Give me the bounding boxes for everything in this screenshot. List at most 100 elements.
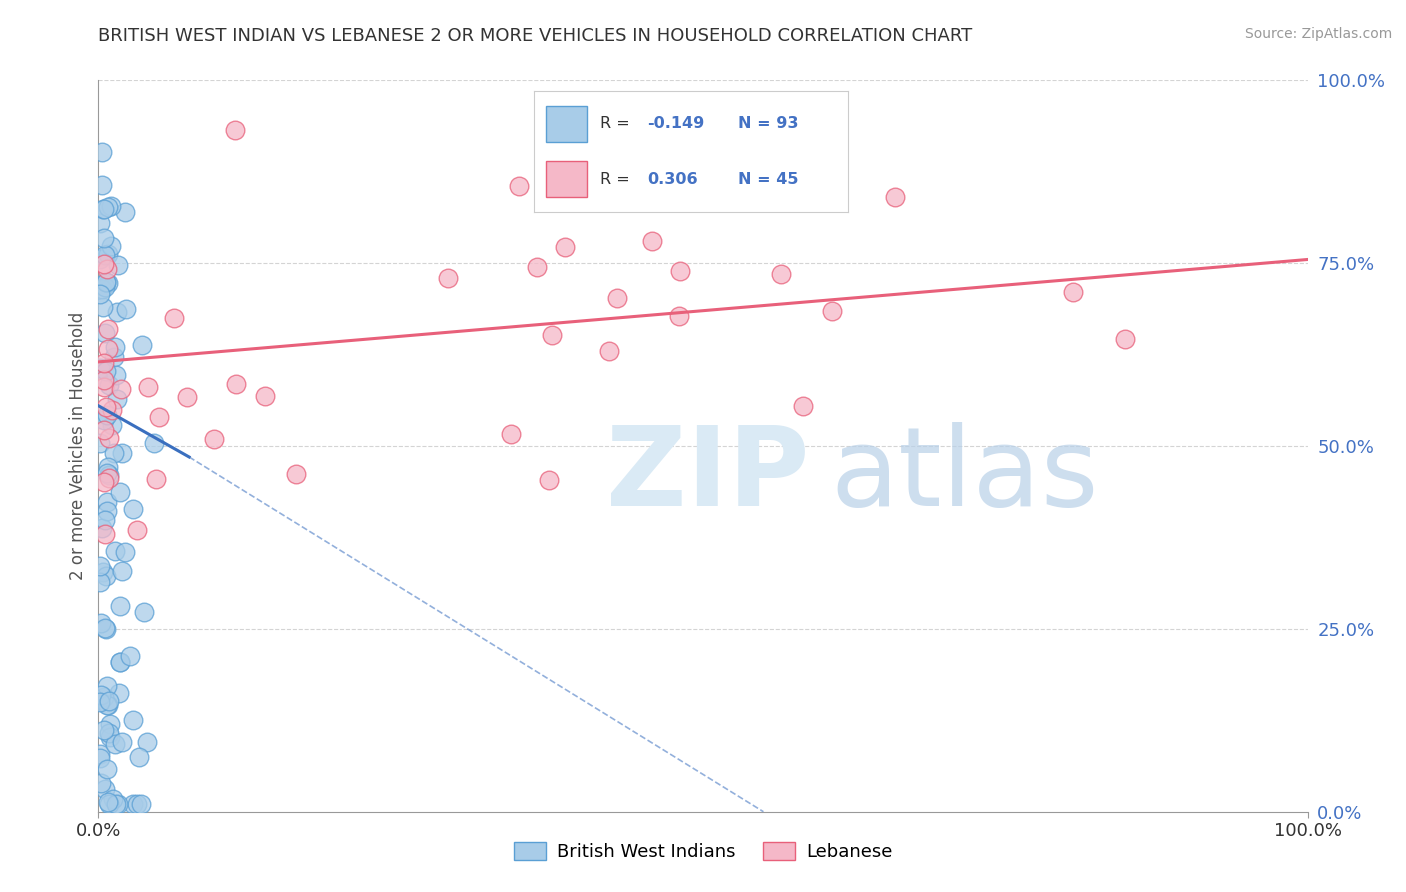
Point <box>114 301 136 316</box>
Point <box>120 648 142 663</box>
Point <box>93 231 115 245</box>
Point <box>253 389 276 403</box>
Point <box>93 423 115 437</box>
Point <box>101 403 124 417</box>
Point <box>94 526 117 541</box>
Point <box>89 574 111 589</box>
Point <box>94 326 117 340</box>
Point <box>96 261 118 276</box>
Point <box>554 240 576 254</box>
Point <box>110 484 132 499</box>
Point <box>121 501 143 516</box>
Point <box>111 445 134 459</box>
Point <box>93 355 115 369</box>
Point <box>127 797 149 812</box>
Point <box>508 178 530 193</box>
Point <box>668 310 690 324</box>
Point <box>89 559 111 574</box>
Point <box>751 169 773 183</box>
Point <box>96 622 118 636</box>
Text: Source: ZipAtlas.com: Source: ZipAtlas.com <box>1244 27 1392 41</box>
Point <box>93 621 115 635</box>
Point <box>105 305 128 319</box>
Point <box>437 271 460 285</box>
Point <box>501 427 523 442</box>
Point <box>883 190 905 204</box>
Point <box>606 291 628 305</box>
Point <box>540 328 562 343</box>
Point <box>142 436 165 450</box>
Point <box>821 304 844 318</box>
Point <box>641 234 664 248</box>
Point <box>202 432 225 446</box>
Point <box>100 199 122 213</box>
Point <box>89 436 111 450</box>
Point <box>94 279 117 293</box>
Point <box>93 690 115 705</box>
Point <box>90 615 112 630</box>
Point <box>1114 332 1136 346</box>
Point <box>107 797 129 812</box>
Point <box>93 723 115 737</box>
Point <box>97 795 120 809</box>
Point <box>104 737 127 751</box>
Point <box>90 775 112 789</box>
Point <box>94 248 117 262</box>
Point <box>90 688 112 702</box>
Point <box>93 373 115 387</box>
Y-axis label: 2 or more Vehicles in Household: 2 or more Vehicles in Household <box>69 312 87 580</box>
Point <box>163 310 186 325</box>
Point <box>131 337 153 351</box>
Point <box>98 731 121 745</box>
Point <box>107 685 129 699</box>
Point <box>93 202 115 216</box>
Point <box>89 360 111 375</box>
Point <box>97 247 120 261</box>
Point <box>111 734 134 748</box>
Point <box>96 568 118 582</box>
Point <box>89 252 111 266</box>
Text: BRITISH WEST INDIAN VS LEBANESE 2 OR MORE VEHICLES IN HOUSEHOLD CORRELATION CHAR: BRITISH WEST INDIAN VS LEBANESE 2 OR MOR… <box>98 27 973 45</box>
Point <box>97 342 120 356</box>
Point <box>110 564 132 578</box>
Point <box>96 495 118 509</box>
Point <box>89 216 111 230</box>
Point <box>91 202 114 216</box>
Point <box>97 322 120 336</box>
Point <box>176 391 198 405</box>
Point <box>96 679 118 693</box>
Point <box>145 472 167 486</box>
Point <box>537 473 560 487</box>
Point <box>93 257 115 271</box>
Point <box>769 267 792 281</box>
Point <box>98 431 121 445</box>
Point <box>91 178 114 193</box>
Point <box>96 762 118 776</box>
Point <box>90 282 112 296</box>
Point <box>93 475 115 490</box>
Point <box>110 382 132 396</box>
Point <box>94 275 117 289</box>
Point <box>225 377 247 392</box>
Point <box>100 239 122 253</box>
Point <box>96 276 118 290</box>
Point <box>108 655 131 669</box>
Point <box>98 717 121 731</box>
Point <box>91 565 114 579</box>
Point <box>98 693 121 707</box>
Point <box>98 797 121 812</box>
Point <box>107 258 129 272</box>
Point <box>132 605 155 619</box>
Point <box>103 446 125 460</box>
Point <box>125 524 148 538</box>
Point <box>93 380 115 394</box>
Point <box>94 782 117 797</box>
Point <box>1062 285 1084 299</box>
Point <box>128 750 150 764</box>
Point <box>98 726 121 740</box>
Point <box>97 378 120 392</box>
Point <box>104 340 127 354</box>
Point <box>98 471 121 485</box>
Point <box>96 364 118 378</box>
Point <box>97 200 120 214</box>
